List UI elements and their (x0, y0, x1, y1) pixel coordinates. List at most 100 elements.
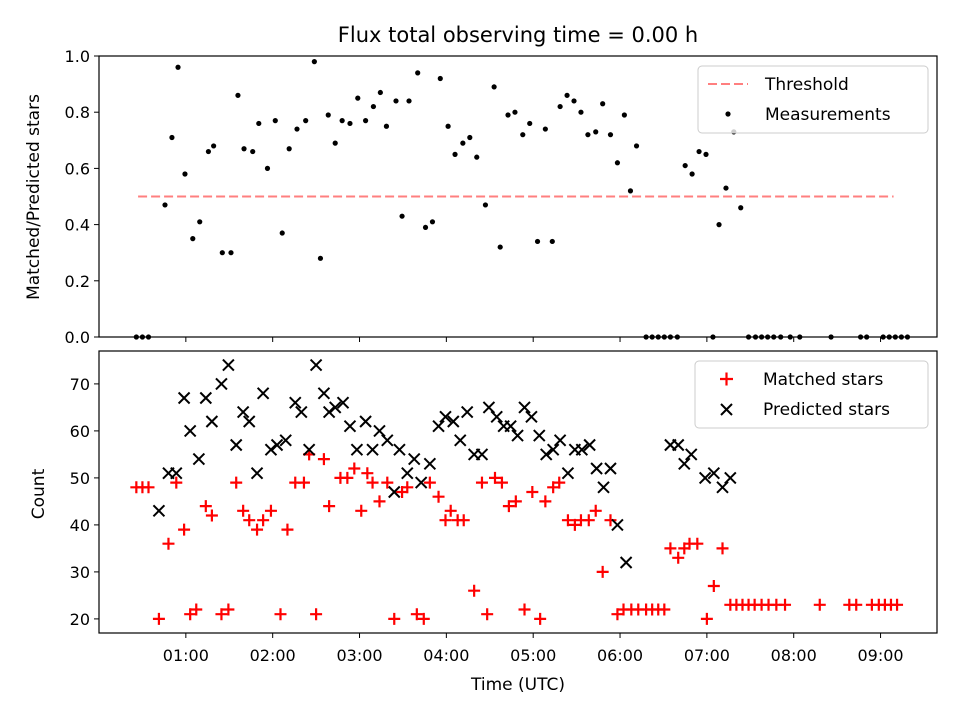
matched-star-point (664, 542, 677, 555)
predicted-star-point (317, 387, 331, 400)
matched-star-point (215, 608, 228, 621)
measurement-point (197, 219, 203, 225)
predicted-star-point (672, 438, 685, 452)
bottom-xtick-label: 05:00 (510, 646, 556, 665)
matched-star-point (184, 608, 197, 621)
predicted-star-point (229, 438, 243, 452)
top-ylabel: Matched/Predicted stars (24, 94, 44, 300)
matched-star-point (373, 495, 386, 508)
bottom-ytick-label: 30 (70, 563, 90, 582)
measurement-point (211, 143, 217, 149)
measurement-point (190, 236, 196, 242)
matched-star-point (190, 603, 203, 616)
matched-star-point (432, 490, 445, 503)
matched-star-point (170, 476, 183, 489)
bottom-legend: Matched stars Predicted stars (694, 360, 929, 429)
predicted-star-point (381, 434, 394, 447)
top-plot-frame (98, 55, 938, 338)
measurement-point (482, 202, 489, 208)
top-ytick-label: 0.8 (65, 103, 90, 122)
matched-star-point (317, 453, 330, 466)
measurement-point (445, 123, 451, 129)
predicted-star-point (289, 396, 302, 409)
measurement-point (383, 123, 390, 129)
measurement-point (370, 103, 377, 110)
top-ytick-label: 0.6 (65, 159, 90, 178)
matched-star-point (410, 608, 423, 621)
measurement-point (228, 250, 234, 256)
measurement-point (542, 126, 548, 132)
predicted-star-point (423, 457, 437, 471)
predicted-star-point (597, 481, 610, 494)
predicted-star-point (575, 443, 589, 456)
measurement-point (303, 118, 309, 124)
predicted-star-point (205, 415, 219, 428)
matched-stars-series (130, 448, 904, 625)
predicted-star-point (401, 466, 414, 480)
measurement-point (474, 154, 480, 160)
measurement-point (415, 70, 421, 76)
matched-star-point (355, 504, 368, 517)
bottom-ytick-label: 60 (70, 422, 90, 441)
matched-star-point (700, 612, 713, 625)
measurement-point (491, 84, 497, 90)
matched-star-point (348, 462, 361, 475)
measurement-point (505, 112, 511, 118)
measurement-point (689, 171, 695, 177)
measurement-point (557, 103, 563, 110)
bottom-ytick-label: 20 (70, 610, 90, 629)
measurement-point (325, 112, 331, 118)
measurement-point (162, 202, 168, 208)
predicted-star-point (183, 424, 197, 438)
matched-star-point (495, 476, 508, 489)
legend-measurements-swatch (725, 111, 731, 117)
matched-star-point (547, 481, 560, 494)
predicted-star-point (236, 405, 250, 419)
measurement-point (534, 238, 541, 245)
measurement-point (497, 244, 503, 250)
measurement-point (279, 230, 285, 236)
matched-star-point (444, 504, 457, 517)
measurement-point (437, 75, 443, 82)
predicted-star-point (250, 466, 264, 480)
matched-star-point (481, 608, 494, 621)
predicted-star-point (685, 448, 698, 461)
matched-star-point (152, 612, 165, 625)
measurement-point (452, 151, 458, 157)
top-ytick-label: 0.2 (65, 272, 90, 291)
matched-star-point (237, 504, 250, 517)
measurement-point (607, 132, 614, 138)
measurement-point (621, 112, 627, 118)
predicted-star-point (716, 481, 729, 494)
matched-star-point (502, 500, 515, 513)
predicted-star-point (511, 429, 524, 442)
predicted-star-point (540, 448, 553, 461)
bottom-axes: Count Time (UTC) 20 30 40 50 60 70 01:00 02:00… (29, 350, 938, 695)
matched-star-point (707, 580, 720, 592)
chart-title: Flux total observing time = 0.00 h (338, 23, 698, 47)
bottom-plot-frame (98, 350, 938, 634)
matched-star-point (341, 471, 354, 484)
predicted-star-point (454, 434, 467, 447)
bottom-y-ticks: 20 30 40 50 60 70 (70, 375, 99, 629)
matched-star-point (162, 537, 175, 550)
matched-star-point (672, 551, 685, 564)
matched-star-point (488, 471, 501, 484)
predicted-star-point (279, 434, 292, 447)
measurement-point (264, 165, 271, 171)
measurement-point (549, 238, 555, 245)
matched-star-point (813, 598, 826, 611)
matched-star-point (553, 476, 566, 489)
measurement-point (571, 98, 577, 104)
matched-star-point (691, 537, 704, 550)
predicted-star-point (222, 358, 235, 372)
measurement-point (520, 132, 526, 138)
measurement-point (175, 64, 181, 70)
matched-star-point (534, 612, 547, 625)
predicted-star-point (408, 452, 421, 466)
matched-star-point (257, 514, 270, 527)
measurement-point (235, 92, 241, 98)
matched-star-point (604, 514, 617, 527)
predicted-star-point (460, 405, 474, 419)
matched-star-point (222, 603, 235, 616)
